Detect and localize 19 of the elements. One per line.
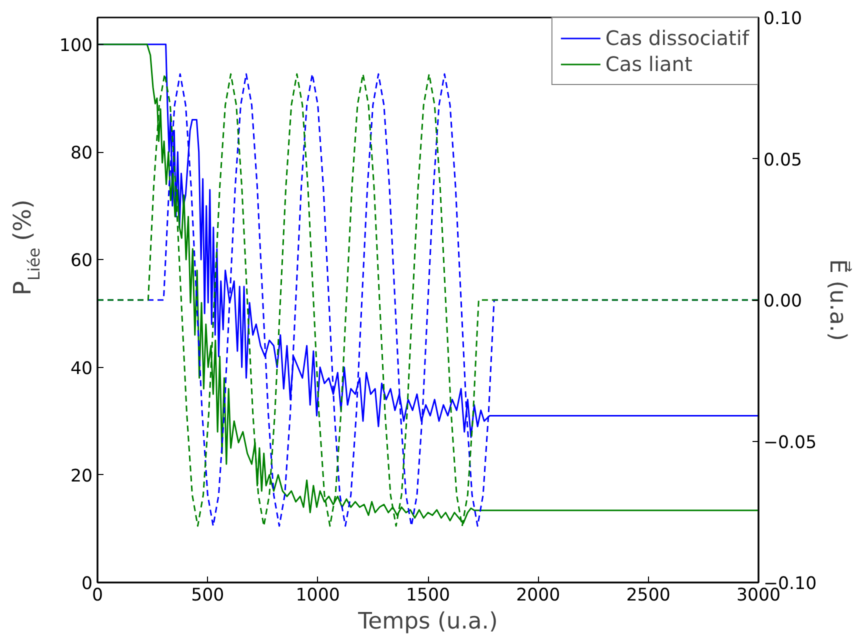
y-tick-label: 40 [70,358,93,379]
y2-tick-label: 0.00 [764,292,802,312]
y-tick-label: 20 [70,466,93,486]
y-tick-label: 60 [70,251,93,272]
x-axis-title: Temps (u.a.) [357,608,498,634]
y-tick-label: 80 [70,144,93,164]
y-axis-title: PLiée (%) [8,199,44,296]
x-tick-label: 1000 [296,586,340,606]
y2-tick-label: 0.10 [764,9,802,29]
y2-tick-label: 0.05 [764,150,802,170]
y2-tick-label: −0.05 [764,432,817,453]
y-tick-label: 100 [59,36,93,56]
y2-axis-title: E⃗ (u.a.) [824,259,853,341]
x-tick-label: 1500 [406,586,450,606]
legend-label: Cas liant [605,52,692,76]
x-tick-label: 500 [191,586,224,606]
x-tick-label: 2500 [626,586,670,606]
legend-label: Cas dissociatif [605,26,749,50]
x-tick-label: 2000 [516,586,560,606]
